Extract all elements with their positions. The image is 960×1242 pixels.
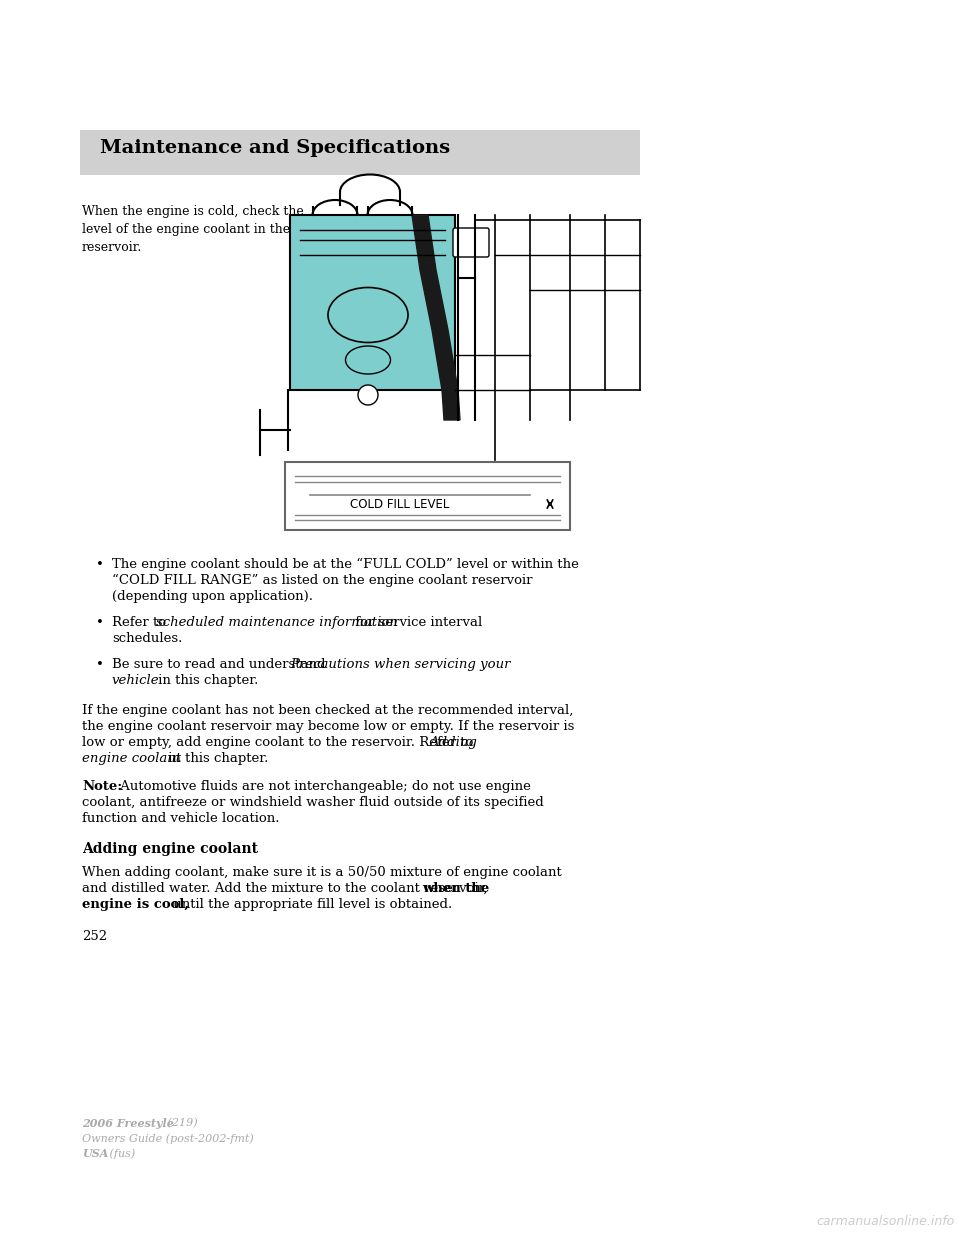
- FancyBboxPatch shape: [453, 229, 489, 257]
- Text: Adding: Adding: [429, 737, 477, 749]
- Text: in this chapter.: in this chapter.: [164, 751, 269, 765]
- Text: Precautions when servicing your: Precautions when servicing your: [290, 658, 511, 671]
- Polygon shape: [412, 215, 460, 420]
- Text: in this chapter.: in this chapter.: [154, 674, 258, 687]
- Text: Be sure to read and understand: Be sure to read and understand: [112, 658, 329, 671]
- Text: and distilled water. Add the mixture to the coolant reservoir,: and distilled water. Add the mixture to …: [82, 882, 492, 895]
- Circle shape: [358, 385, 378, 405]
- Text: coolant, antifreeze or windshield washer fluid outside of its specified: coolant, antifreeze or windshield washer…: [82, 796, 543, 809]
- Text: Maintenance and Specifications: Maintenance and Specifications: [100, 139, 450, 156]
- Text: “COLD FILL RANGE” as listed on the engine coolant reservoir: “COLD FILL RANGE” as listed on the engin…: [112, 574, 533, 587]
- Text: If the engine coolant has not been checked at the recommended interval,: If the engine coolant has not been check…: [82, 704, 573, 717]
- Text: reservoir.: reservoir.: [82, 241, 142, 255]
- Text: scheduled maintenance information: scheduled maintenance information: [156, 616, 397, 628]
- Text: •: •: [96, 558, 104, 571]
- Bar: [290, 215, 455, 390]
- Text: when the: when the: [422, 882, 490, 895]
- Text: level of the engine coolant in the: level of the engine coolant in the: [82, 224, 290, 236]
- Text: 2006 Freestyle: 2006 Freestyle: [82, 1118, 174, 1129]
- Text: COLD FILL LEVEL: COLD FILL LEVEL: [350, 498, 449, 510]
- Text: low or empty, add engine coolant to the reservoir. Refer to: low or empty, add engine coolant to the …: [82, 737, 478, 749]
- Text: engine is cool,: engine is cool,: [82, 898, 189, 910]
- Bar: [80, 130, 640, 175]
- Ellipse shape: [346, 347, 391, 374]
- Text: carmanualsonline.info: carmanualsonline.info: [817, 1215, 955, 1228]
- Text: vehicle: vehicle: [112, 674, 159, 687]
- Text: engine coolant: engine coolant: [82, 751, 181, 765]
- Text: the engine coolant reservoir may become low or empty. If the reservoir is: the engine coolant reservoir may become …: [82, 720, 574, 733]
- Text: for service interval: for service interval: [351, 616, 482, 628]
- Text: until the appropriate fill level is obtained.: until the appropriate fill level is obta…: [169, 898, 452, 910]
- Text: Automotive fluids are not interchangeable; do not use engine: Automotive fluids are not interchangeabl…: [116, 780, 531, 792]
- Text: schedules.: schedules.: [112, 632, 182, 645]
- Text: Refer to: Refer to: [112, 616, 170, 628]
- Text: Owners Guide (post-2002-fmt): Owners Guide (post-2002-fmt): [82, 1133, 253, 1144]
- Text: •: •: [96, 658, 104, 671]
- Text: •: •: [96, 616, 104, 628]
- Text: function and vehicle location.: function and vehicle location.: [82, 812, 279, 825]
- Text: The engine coolant should be at the “FULL COLD” level or within the: The engine coolant should be at the “FUL…: [112, 558, 579, 571]
- Bar: [285, 462, 570, 530]
- Text: 252: 252: [82, 930, 108, 943]
- Text: When adding coolant, make sure it is a 50/50 mixture of engine coolant: When adding coolant, make sure it is a 5…: [82, 866, 562, 879]
- Ellipse shape: [328, 287, 408, 343]
- Text: (fus): (fus): [106, 1148, 135, 1159]
- Text: Adding engine coolant: Adding engine coolant: [82, 842, 258, 856]
- Text: Note:: Note:: [82, 780, 122, 792]
- Text: USA: USA: [82, 1148, 108, 1159]
- Text: When the engine is cold, check the: When the engine is cold, check the: [82, 205, 303, 219]
- Text: (219): (219): [164, 1118, 198, 1128]
- Text: (depending upon application).: (depending upon application).: [112, 590, 313, 604]
